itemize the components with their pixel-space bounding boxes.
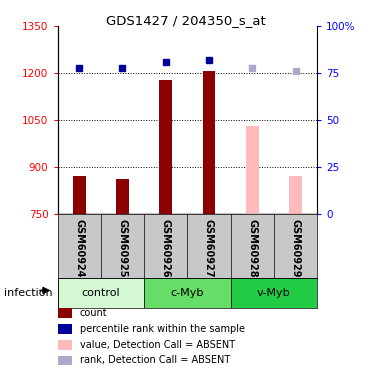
Bar	[203, 71, 216, 214]
Text: count: count	[80, 308, 107, 318]
Bar	[289, 176, 302, 214]
Text: GDS1427 / 204350_s_at: GDS1427 / 204350_s_at	[106, 14, 265, 27]
Text: GSM60924: GSM60924	[74, 219, 84, 278]
Text: c-Myb: c-Myb	[171, 288, 204, 297]
Text: GSM60926: GSM60926	[161, 219, 171, 278]
Bar	[246, 126, 259, 214]
Bar	[73, 176, 86, 214]
Text: GSM60928: GSM60928	[247, 219, 257, 278]
Text: infection: infection	[4, 288, 52, 297]
Bar	[58, 278, 144, 308]
Bar	[116, 179, 129, 214]
Text: control: control	[82, 288, 120, 297]
Bar	[159, 80, 172, 214]
Bar	[144, 278, 231, 308]
Text: v-Myb: v-Myb	[257, 288, 291, 297]
Text: GSM60929: GSM60929	[290, 219, 301, 278]
Text: value, Detection Call = ABSENT: value, Detection Call = ABSENT	[80, 340, 235, 350]
Text: percentile rank within the sample: percentile rank within the sample	[80, 324, 245, 334]
Text: rank, Detection Call = ABSENT: rank, Detection Call = ABSENT	[80, 356, 230, 365]
Text: GSM60927: GSM60927	[204, 219, 214, 278]
Bar	[231, 278, 317, 308]
Text: GSM60925: GSM60925	[118, 219, 127, 278]
